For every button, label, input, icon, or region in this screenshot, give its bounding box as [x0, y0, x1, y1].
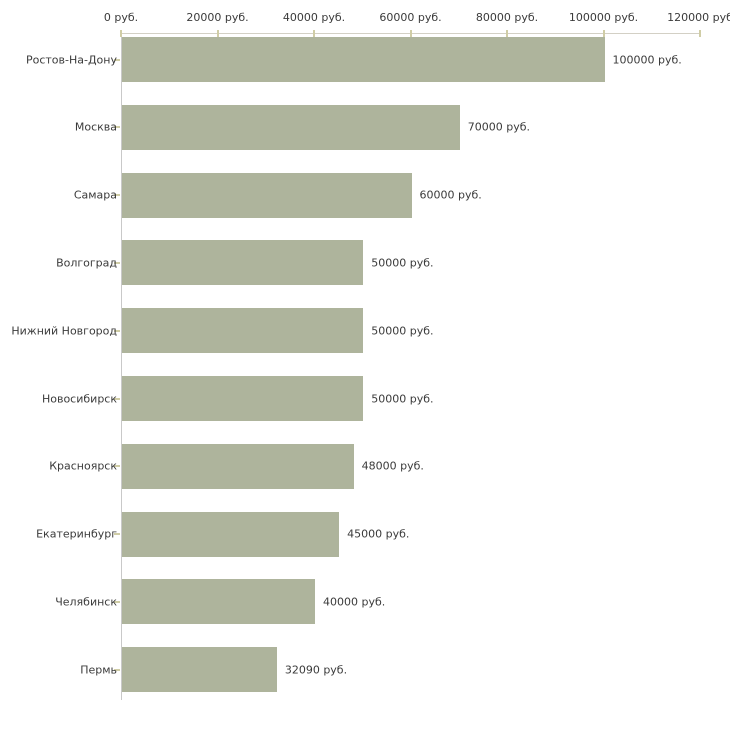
x-axis-tick-label: 100000 руб.	[568, 11, 639, 24]
y-axis-tick	[114, 58, 120, 61]
category-label: Екатеринбург	[36, 527, 117, 541]
x-axis-tick	[216, 30, 219, 37]
x-axis-tick-label: 60000 руб.	[379, 11, 442, 24]
category-label: Новосибирск	[41, 392, 117, 405]
x-axis-tick	[313, 30, 315, 37]
bar	[122, 308, 364, 354]
y-axis-tick	[114, 533, 120, 536]
category-label: Челябинск	[55, 595, 117, 609]
x-axis-tick	[602, 30, 605, 37]
y-axis-tick	[114, 261, 120, 264]
category-label: Нижний Новгород	[11, 324, 117, 338]
x-axis-tick	[409, 30, 412, 37]
bar	[122, 647, 277, 693]
x-axis-tick-label: 120000 руб	[667, 11, 730, 24]
value-label: 32090 руб.	[284, 663, 348, 677]
bar	[122, 104, 460, 150]
value-label: 50000 руб.	[371, 324, 434, 338]
value-label: 45000 руб.	[347, 527, 410, 541]
x-axis-tick	[506, 30, 508, 37]
y-axis-tick	[114, 194, 120, 197]
bar	[122, 443, 354, 489]
value-label: 100000 руб.	[612, 53, 682, 66]
value-label: 60000 руб.	[419, 188, 482, 202]
value-label: 40000 руб.	[323, 595, 386, 609]
y-axis-tick	[114, 465, 120, 468]
x-axis-tick-label: 40000 руб.	[282, 11, 346, 24]
y-axis-tick	[114, 126, 120, 129]
y-axis-line	[121, 33, 122, 700]
value-label: 50000 руб.	[371, 392, 434, 405]
bar	[122, 579, 315, 625]
y-axis-tick	[114, 329, 120, 332]
y-axis-tick	[114, 668, 120, 671]
bar	[122, 511, 340, 557]
category-label: Ростов-На-Дону	[25, 53, 117, 66]
x-axis-tick	[120, 30, 122, 37]
bar	[122, 172, 412, 218]
x-axis-tick-label: 80000 руб.	[475, 11, 539, 24]
value-label: 48000 руб.	[361, 459, 424, 473]
category-label: Пермь	[80, 663, 117, 677]
x-axis-tick-label: 20000 руб.	[186, 11, 249, 24]
value-label: 50000 руб.	[371, 256, 434, 270]
category-label: Самара	[73, 188, 117, 202]
bar	[122, 240, 364, 286]
x-axis-tick	[699, 30, 701, 37]
category-label: Волгоград	[56, 256, 117, 270]
value-label: 70000 руб.	[467, 120, 531, 134]
x-axis-tick-label: 0 руб.	[103, 11, 139, 24]
category-label: Москва	[74, 120, 117, 134]
bar	[122, 376, 364, 421]
category-label: Красноярск	[49, 459, 117, 473]
y-axis-tick	[114, 397, 120, 400]
bar	[122, 37, 605, 82]
y-axis-tick	[114, 600, 120, 603]
